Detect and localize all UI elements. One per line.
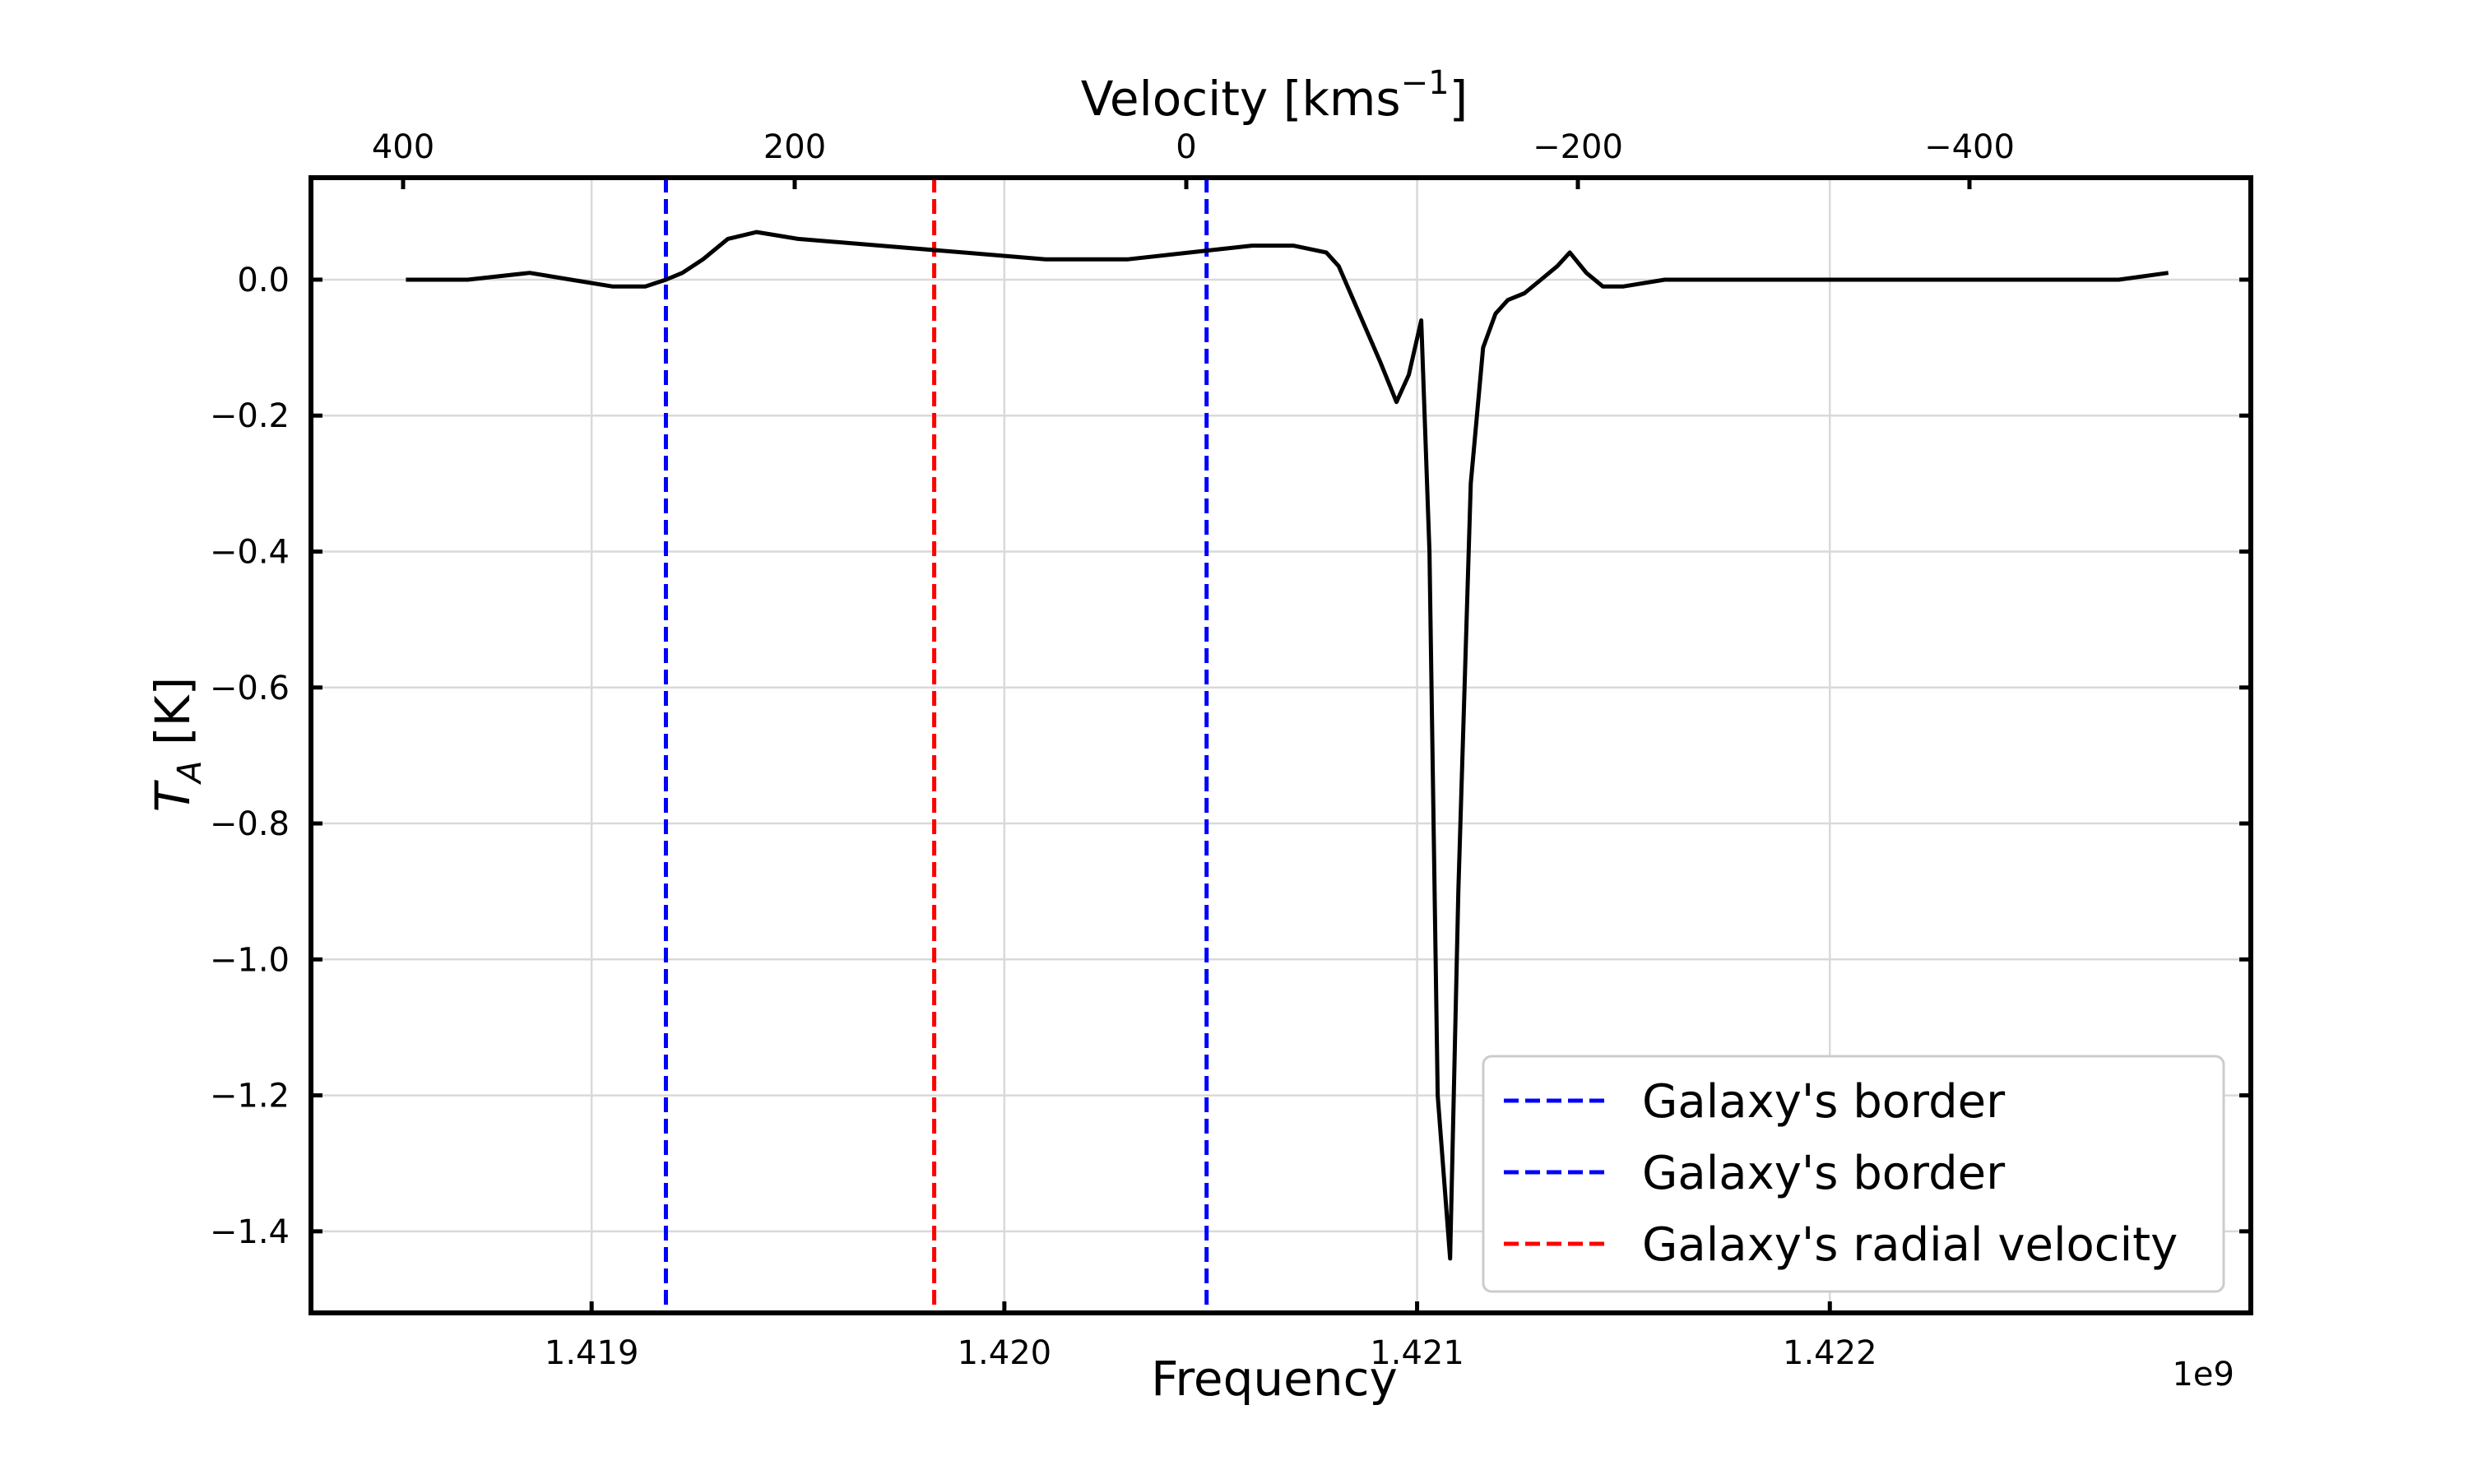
legend-box: [1482, 1055, 2225, 1293]
reference-lines: [663, 178, 1209, 1313]
y-tick-label: −0.4: [210, 533, 290, 571]
legend: Galaxy's border Galaxy's border Galaxy's r…: [1482, 1055, 2225, 1293]
spectrum-series-line: [406, 230, 2169, 1261]
series-layer: [406, 230, 2169, 1261]
x-tick-label: 1.420: [958, 1334, 1052, 1372]
y-tick-label: −0.2: [210, 397, 290, 435]
y-tick-label: −0.6: [210, 670, 290, 707]
x-axis-title: Frequency: [1151, 1351, 1398, 1407]
y-tick-label: −1.0: [210, 941, 290, 979]
legend-label: Galaxy's border: [1642, 1147, 2006, 1200]
y-axis-title: TA [K]: [145, 677, 209, 813]
x-tick-label: 1.421: [1370, 1334, 1464, 1372]
x2-tick-label: 0: [1176, 128, 1196, 166]
y-tick-label: −1.4: [210, 1213, 290, 1251]
legend-label: Galaxy's border: [1642, 1075, 2006, 1129]
grid-lines: [311, 178, 2251, 1313]
y-tick-label: −0.8: [210, 805, 290, 843]
legend-label: Galaxy's radial velocity: [1642, 1218, 2178, 1272]
x2-tick-label: −400: [1924, 128, 2015, 166]
plot-frame: [308, 175, 2253, 1315]
y-tick-label: 0.0: [237, 262, 290, 299]
x-tick-label: 1.422: [1783, 1334, 1877, 1372]
x2-tick-label: 200: [763, 128, 826, 166]
x-offset-label: 1e9: [2172, 1356, 2234, 1394]
top-axis-title: Velocity [kms−1]: [1081, 64, 1468, 127]
x2-tick-label: −200: [1533, 128, 1623, 166]
y-tick-label: −1.2: [210, 1078, 290, 1115]
x-tick-label: 1.419: [545, 1334, 639, 1372]
axis-ticks: 1.419 1.420 1.421 1.422 0.0 −0.2 −0.4 −0.6 −0.8 −…: [210, 128, 2251, 1372]
x2-tick-label: 400: [372, 128, 434, 166]
